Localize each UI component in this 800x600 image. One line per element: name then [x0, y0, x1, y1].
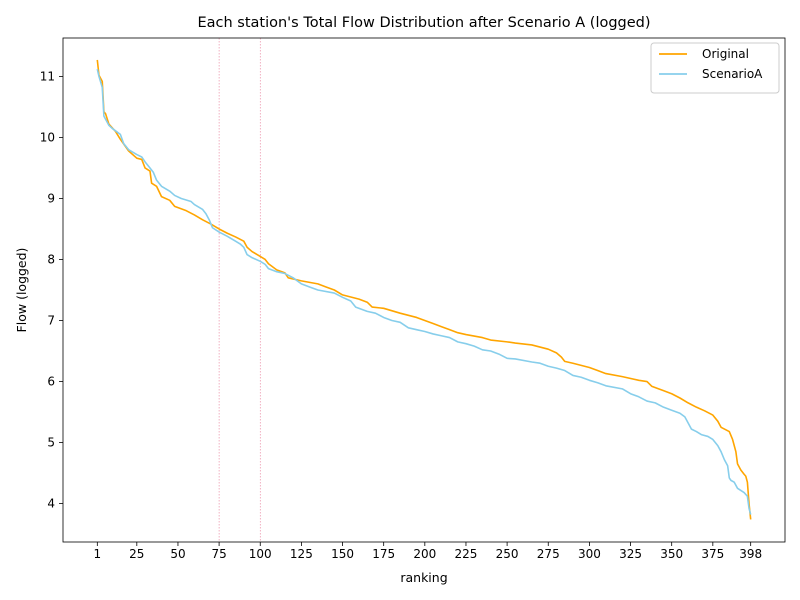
- x-axis: 1 25 50 75 100 125 150 175 200 225 250 275 300 325 350…: [93, 542, 762, 561]
- reference-lines: [218, 38, 261, 542]
- x-tick-label: 150: [331, 547, 354, 561]
- y-tick-label: 7: [47, 314, 55, 328]
- x-tick-label: 125: [290, 547, 313, 561]
- x-tick-label: 1: [93, 547, 101, 561]
- legend-label: ScenarioA: [702, 67, 763, 81]
- x-tick-label: 375: [701, 547, 724, 561]
- chart-title: Each station's Total Flow Distribution a…: [197, 15, 650, 31]
- y-tick-label: 8: [47, 252, 55, 266]
- series-line-scenarioa: [96, 68, 752, 515]
- y-tick-label: 6: [47, 375, 55, 389]
- x-tick-label: 350: [660, 547, 683, 561]
- y-tick-label: 5: [47, 436, 55, 450]
- y-tick-label: 11: [40, 69, 55, 83]
- x-tick-label: 225: [455, 547, 478, 561]
- x-tick-label: 175: [372, 547, 395, 561]
- legend-label: Original: [702, 47, 749, 61]
- x-tick-label: 200: [413, 547, 436, 561]
- legend: Original ScenarioA: [650, 42, 780, 94]
- plot-frame: [62, 37, 786, 543]
- x-tick-label: 300: [578, 547, 601, 561]
- x-tick-label: 325: [619, 547, 642, 561]
- x-tick-label: 75: [211, 547, 226, 561]
- x-tick-label: 25: [129, 547, 144, 561]
- x-tick-label: 398: [739, 547, 762, 561]
- y-tick-label: 10: [40, 130, 55, 144]
- y-axis: 4 5 6 7 8 9 10 11: [40, 69, 63, 511]
- legend-box: [650, 42, 780, 94]
- y-tick-label: 4: [47, 497, 55, 511]
- y-axis-label: Flow (logged): [14, 248, 29, 333]
- x-tick-label: 250: [496, 547, 519, 561]
- x-tick-label: 275: [537, 547, 560, 561]
- x-axis-label: ranking: [400, 570, 447, 585]
- series-layer: [96, 59, 752, 520]
- series-line-original: [96, 59, 752, 520]
- x-tick-label: 100: [249, 547, 272, 561]
- y-tick-label: 9: [47, 191, 55, 205]
- x-tick-label: 50: [170, 547, 185, 561]
